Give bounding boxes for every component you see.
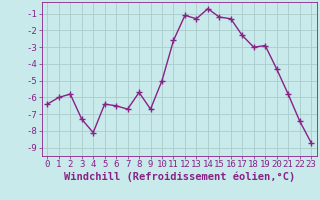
X-axis label: Windchill (Refroidissement éolien,°C): Windchill (Refroidissement éolien,°C) [64, 172, 295, 182]
